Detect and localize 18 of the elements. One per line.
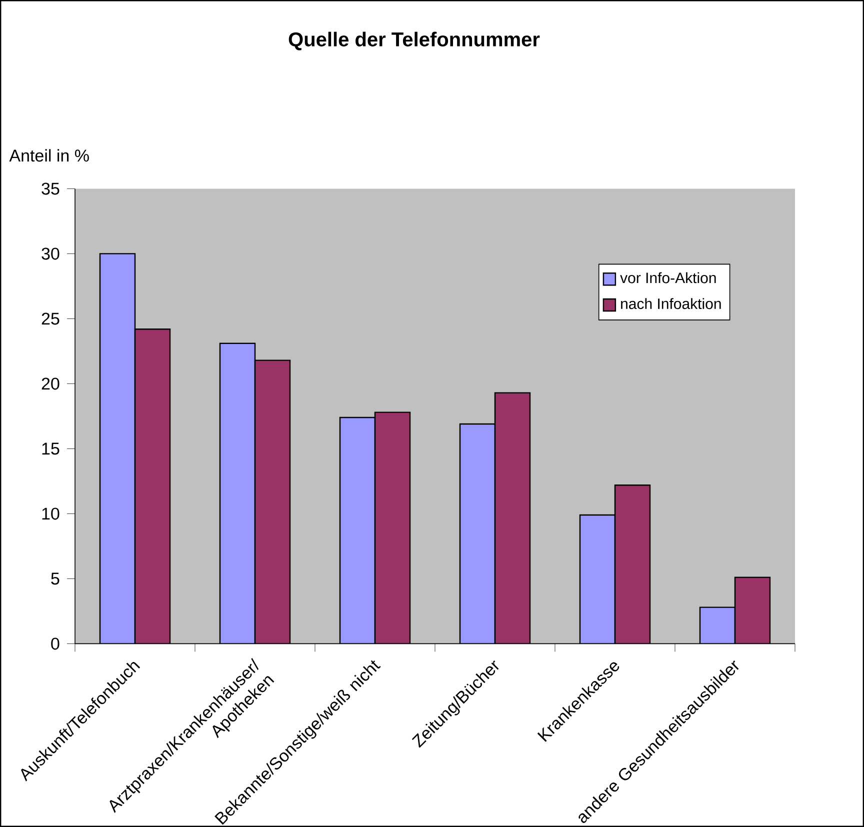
- y-tick-label: 5: [51, 572, 60, 585]
- y-tick-label: 25: [42, 312, 60, 325]
- y-tick-label: 0: [51, 638, 60, 650]
- y-tick-label: 30: [42, 248, 60, 260]
- y-tick-label: 15: [42, 442, 60, 455]
- y-tick-label: 35: [42, 182, 60, 195]
- y-axis-title: Anteil in %: [9, 149, 89, 162]
- legend-label: nach Infoaktion: [621, 298, 721, 310]
- chart-title: Quelle der Telefonnummer: [288, 32, 540, 50]
- bar: [374, 412, 411, 644]
- legend-label: vor Info-Aktion: [620, 272, 716, 284]
- bar: [494, 392, 531, 644]
- y-tick-label: 10: [42, 508, 60, 520]
- bar: [134, 328, 171, 644]
- y-tick-label: 20: [42, 378, 60, 390]
- bar: [614, 484, 651, 644]
- bar: [254, 360, 291, 644]
- bar: [734, 576, 771, 644]
